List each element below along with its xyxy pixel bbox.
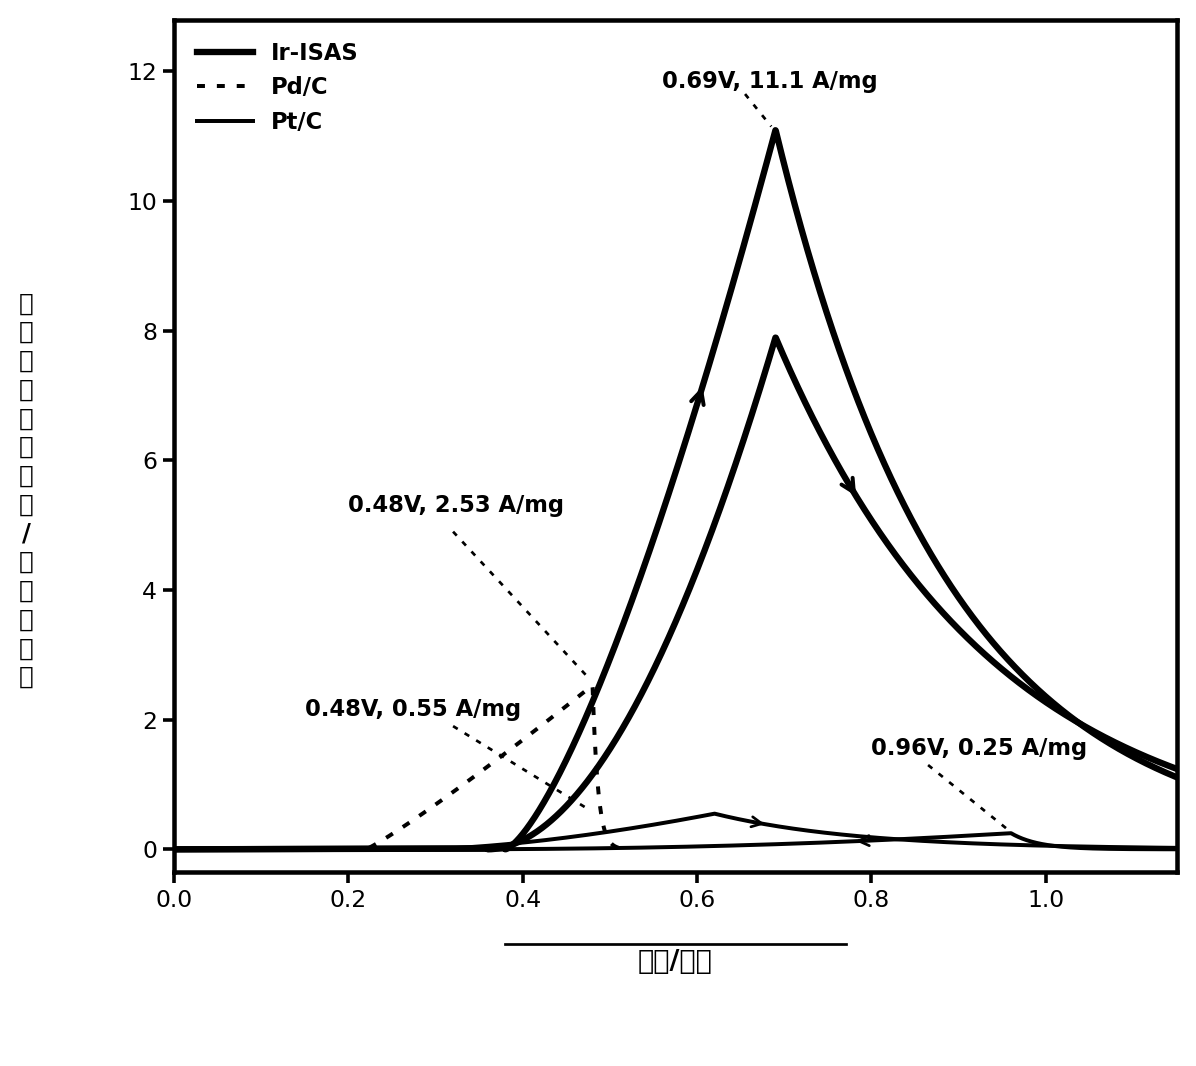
Text: 0.48V, 0.55 A/mg: 0.48V, 0.55 A/mg bbox=[305, 698, 521, 722]
Text: 单
位
金
属
质
量
电
流
/
安
培
每
毫
克: 单 位 金 属 质 量 电 流 / 安 培 每 毫 克 bbox=[19, 291, 33, 690]
Text: 电压/伏特: 电压/伏特 bbox=[637, 949, 713, 974]
Text: 0.48V, 2.53 A/mg: 0.48V, 2.53 A/mg bbox=[348, 495, 565, 517]
Legend: Ir-ISAS, Pd/C, Pt/C: Ir-ISAS, Pd/C, Pt/C bbox=[185, 31, 370, 145]
Text: 0.96V, 0.25 A/mg: 0.96V, 0.25 A/mg bbox=[872, 738, 1087, 760]
Text: 0.69V, 11.1 A/mg: 0.69V, 11.1 A/mg bbox=[663, 69, 878, 93]
